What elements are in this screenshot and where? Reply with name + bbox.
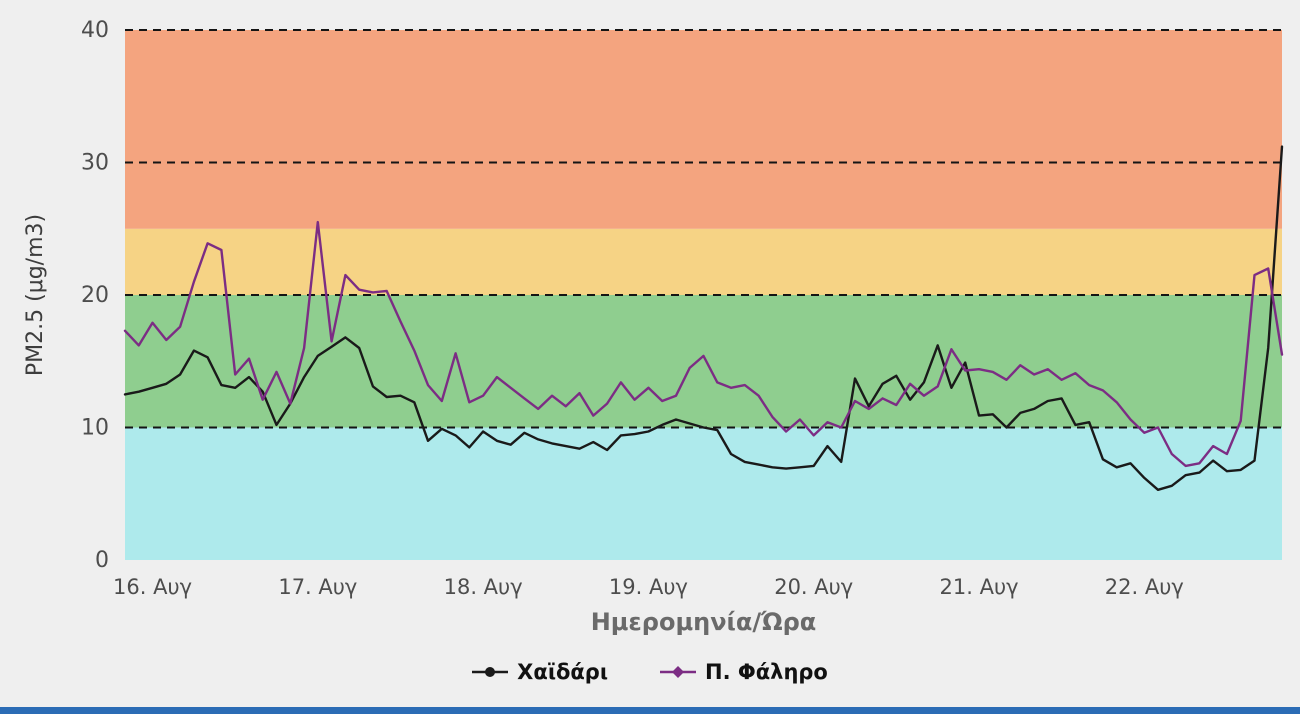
x-tick-6: 22. Αυγ: [1105, 575, 1184, 599]
x-tick-1: 17. Αυγ: [278, 575, 357, 599]
y-axis-title: PM2.5 (μg/m3): [23, 214, 48, 376]
y-tick-30: 30: [81, 151, 109, 176]
diamond-marker-icon: [660, 666, 697, 678]
pm25-line-chart: 0 10 20 30 40 16. Αυγ 17. Αυγ 18. Αυγ 19. Αυγ 20.…: [23, 18, 1284, 636]
band-zone-10-20: [125, 295, 1282, 428]
x-tick-2: 18. Αυγ: [444, 575, 523, 599]
legend: Χαϊδάρι Π. Φάληρο: [0, 660, 1300, 684]
x-tick-0: 16. Αυγ: [113, 575, 192, 599]
band-zone-25-40: [125, 30, 1282, 229]
band-zone-20-25: [125, 228, 1282, 295]
y-tick-0: 0: [95, 548, 109, 573]
footer-strip: [0, 707, 1300, 714]
x-axis-title: Ημερομηνία/Ώρα: [591, 608, 817, 636]
series-line-0: [123, 145, 1284, 491]
legend-label-1: Π. Φάληρο: [705, 660, 828, 684]
x-tick-3: 19. Αυγ: [609, 575, 688, 599]
x-tick-5: 21. Αυγ: [940, 575, 1019, 599]
band-zone-0-10: [125, 427, 1282, 560]
y-tick-10: 10: [81, 416, 109, 441]
circle-marker-icon: [472, 667, 509, 677]
legend-item-0[interactable]: Χαϊδάρι: [472, 660, 608, 684]
y-tick-20: 20: [81, 283, 109, 308]
legend-label-0: Χαϊδάρι: [517, 660, 609, 684]
x-tick-4: 20. Αυγ: [774, 575, 853, 599]
series-line-1: [123, 220, 1284, 468]
legend-item-1[interactable]: Π. Φάληρο: [660, 660, 828, 684]
y-tick-40: 40: [81, 18, 109, 43]
